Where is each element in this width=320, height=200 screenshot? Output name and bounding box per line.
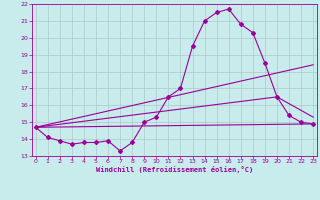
- X-axis label: Windchill (Refroidissement éolien,°C): Windchill (Refroidissement éolien,°C): [96, 166, 253, 173]
